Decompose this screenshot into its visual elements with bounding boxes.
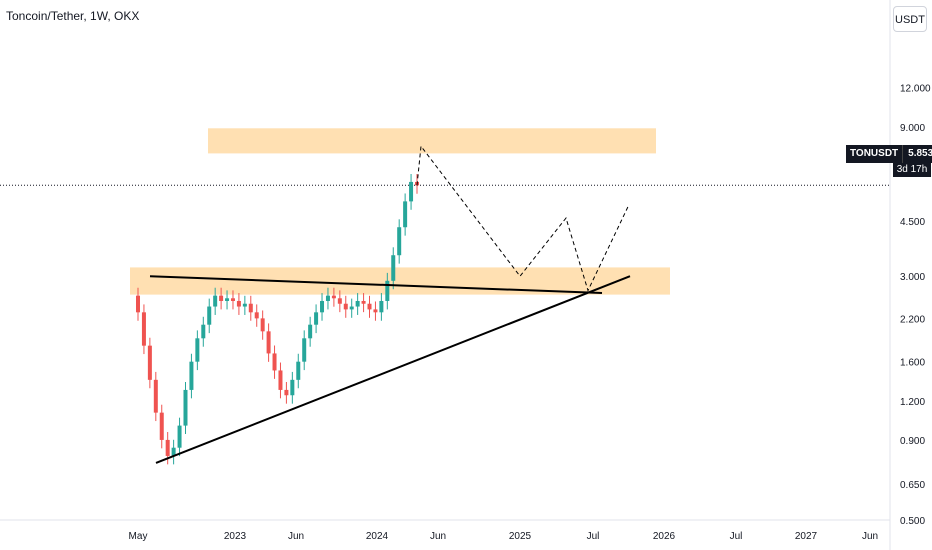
- y-tick-label: 1.200: [900, 397, 925, 408]
- candle-body: [361, 300, 366, 304]
- x-tick-label: 2023: [224, 531, 247, 542]
- candle-body: [195, 338, 200, 362]
- x-tick-label: Jul: [730, 531, 743, 542]
- resistance-zone: [208, 128, 656, 154]
- ascending-trendline: [155, 275, 631, 464]
- candle-body: [308, 324, 313, 339]
- candle-body: [355, 300, 360, 307]
- candle-body: [403, 201, 408, 228]
- candle-body: [147, 345, 152, 380]
- y-tick-label: 3.000: [900, 272, 925, 283]
- bar-countdown: 3d 17h: [893, 163, 931, 177]
- candle-body: [189, 361, 194, 390]
- candle-body: [213, 295, 218, 307]
- x-tick-label: Jul: [587, 531, 600, 542]
- last-price-label: TONUSDT 5.853: [846, 145, 932, 163]
- candle-body: [343, 303, 348, 310]
- candle-body: [385, 280, 390, 301]
- y-tick-label: 0.500: [900, 516, 925, 527]
- drawings-layer: [149, 144, 631, 464]
- candle-body: [225, 298, 230, 301]
- candle-body: [177, 425, 182, 448]
- candle-body: [254, 312, 259, 319]
- chart-title: Toncoin/Tether, 1W, OKX: [6, 9, 140, 23]
- candle-body: [337, 298, 342, 304]
- candle-body: [236, 300, 241, 307]
- x-tick-label: 2027: [795, 531, 818, 542]
- candle-body: [379, 300, 384, 313]
- candle-body: [201, 324, 206, 339]
- candle-body: [302, 338, 307, 362]
- y-tick-label: 0.650: [900, 480, 925, 491]
- candle-body: [171, 447, 176, 456]
- x-tick-label: Jun: [862, 531, 878, 542]
- candle-body: [219, 295, 224, 301]
- y-tick-label: 9.000: [900, 123, 925, 134]
- candle-body: [391, 255, 396, 281]
- candle-body: [373, 309, 378, 313]
- candle-body: [136, 295, 140, 313]
- candle-body: [230, 298, 235, 301]
- candle-body: [290, 379, 295, 396]
- candle-body: [320, 300, 325, 313]
- candle-body: [159, 412, 164, 440]
- y-tick-label: 1.600: [900, 358, 925, 369]
- candle-body: [248, 303, 253, 313]
- x-tick-label: Jun: [430, 531, 446, 542]
- support-zone: [130, 267, 670, 295]
- x-tick-label: 2026: [653, 531, 676, 542]
- x-tick-label: May: [129, 531, 148, 542]
- candle-body: [183, 389, 188, 426]
- candle-body: [272, 353, 277, 371]
- projection-path: [416, 144, 629, 292]
- candle-body: [266, 331, 271, 354]
- candle-body: [260, 318, 265, 332]
- descending-trendline: [149, 275, 603, 295]
- y-tick-label: 4.500: [900, 217, 925, 228]
- last-price-value: 5.853: [902, 145, 932, 163]
- candle-body: [397, 227, 402, 256]
- candle-body: [207, 306, 212, 325]
- zones-layer: [0, 128, 890, 295]
- y-tick-label: 12.000: [900, 84, 931, 95]
- currency-button[interactable]: USDT: [893, 6, 927, 32]
- candles-layer: [136, 173, 419, 465]
- y-tick-label: 2.200: [900, 314, 925, 325]
- price-axis: 12.000 9.000 4.500 3.000 2.200 1.600 1.200 0.90…: [889, 0, 931, 550]
- candle-body: [296, 361, 301, 380]
- candle-body: [153, 379, 158, 413]
- x-tick-label: 2025: [509, 531, 532, 542]
- y-tick-label: 0.900: [900, 436, 925, 447]
- candle-body: [314, 312, 319, 325]
- candle-body: [278, 370, 283, 390]
- candle-body: [165, 439, 170, 456]
- candle-body: [349, 306, 354, 310]
- candle-body: [409, 181, 414, 202]
- x-tick-label: 2024: [366, 531, 389, 542]
- candle-body: [331, 295, 336, 299]
- candle-body: [367, 303, 372, 310]
- candle-body: [284, 389, 289, 396]
- candle-body: [141, 312, 146, 346]
- candle-body: [242, 303, 247, 307]
- x-tick-label: Jun: [288, 531, 304, 542]
- time-axis: May 2023 Jun 2024 Jun 2025 Jul 2026 Jul 2027 Jun: [0, 519, 890, 542]
- last-price-symbol: TONUSDT: [846, 145, 903, 163]
- candle-body: [325, 295, 330, 301]
